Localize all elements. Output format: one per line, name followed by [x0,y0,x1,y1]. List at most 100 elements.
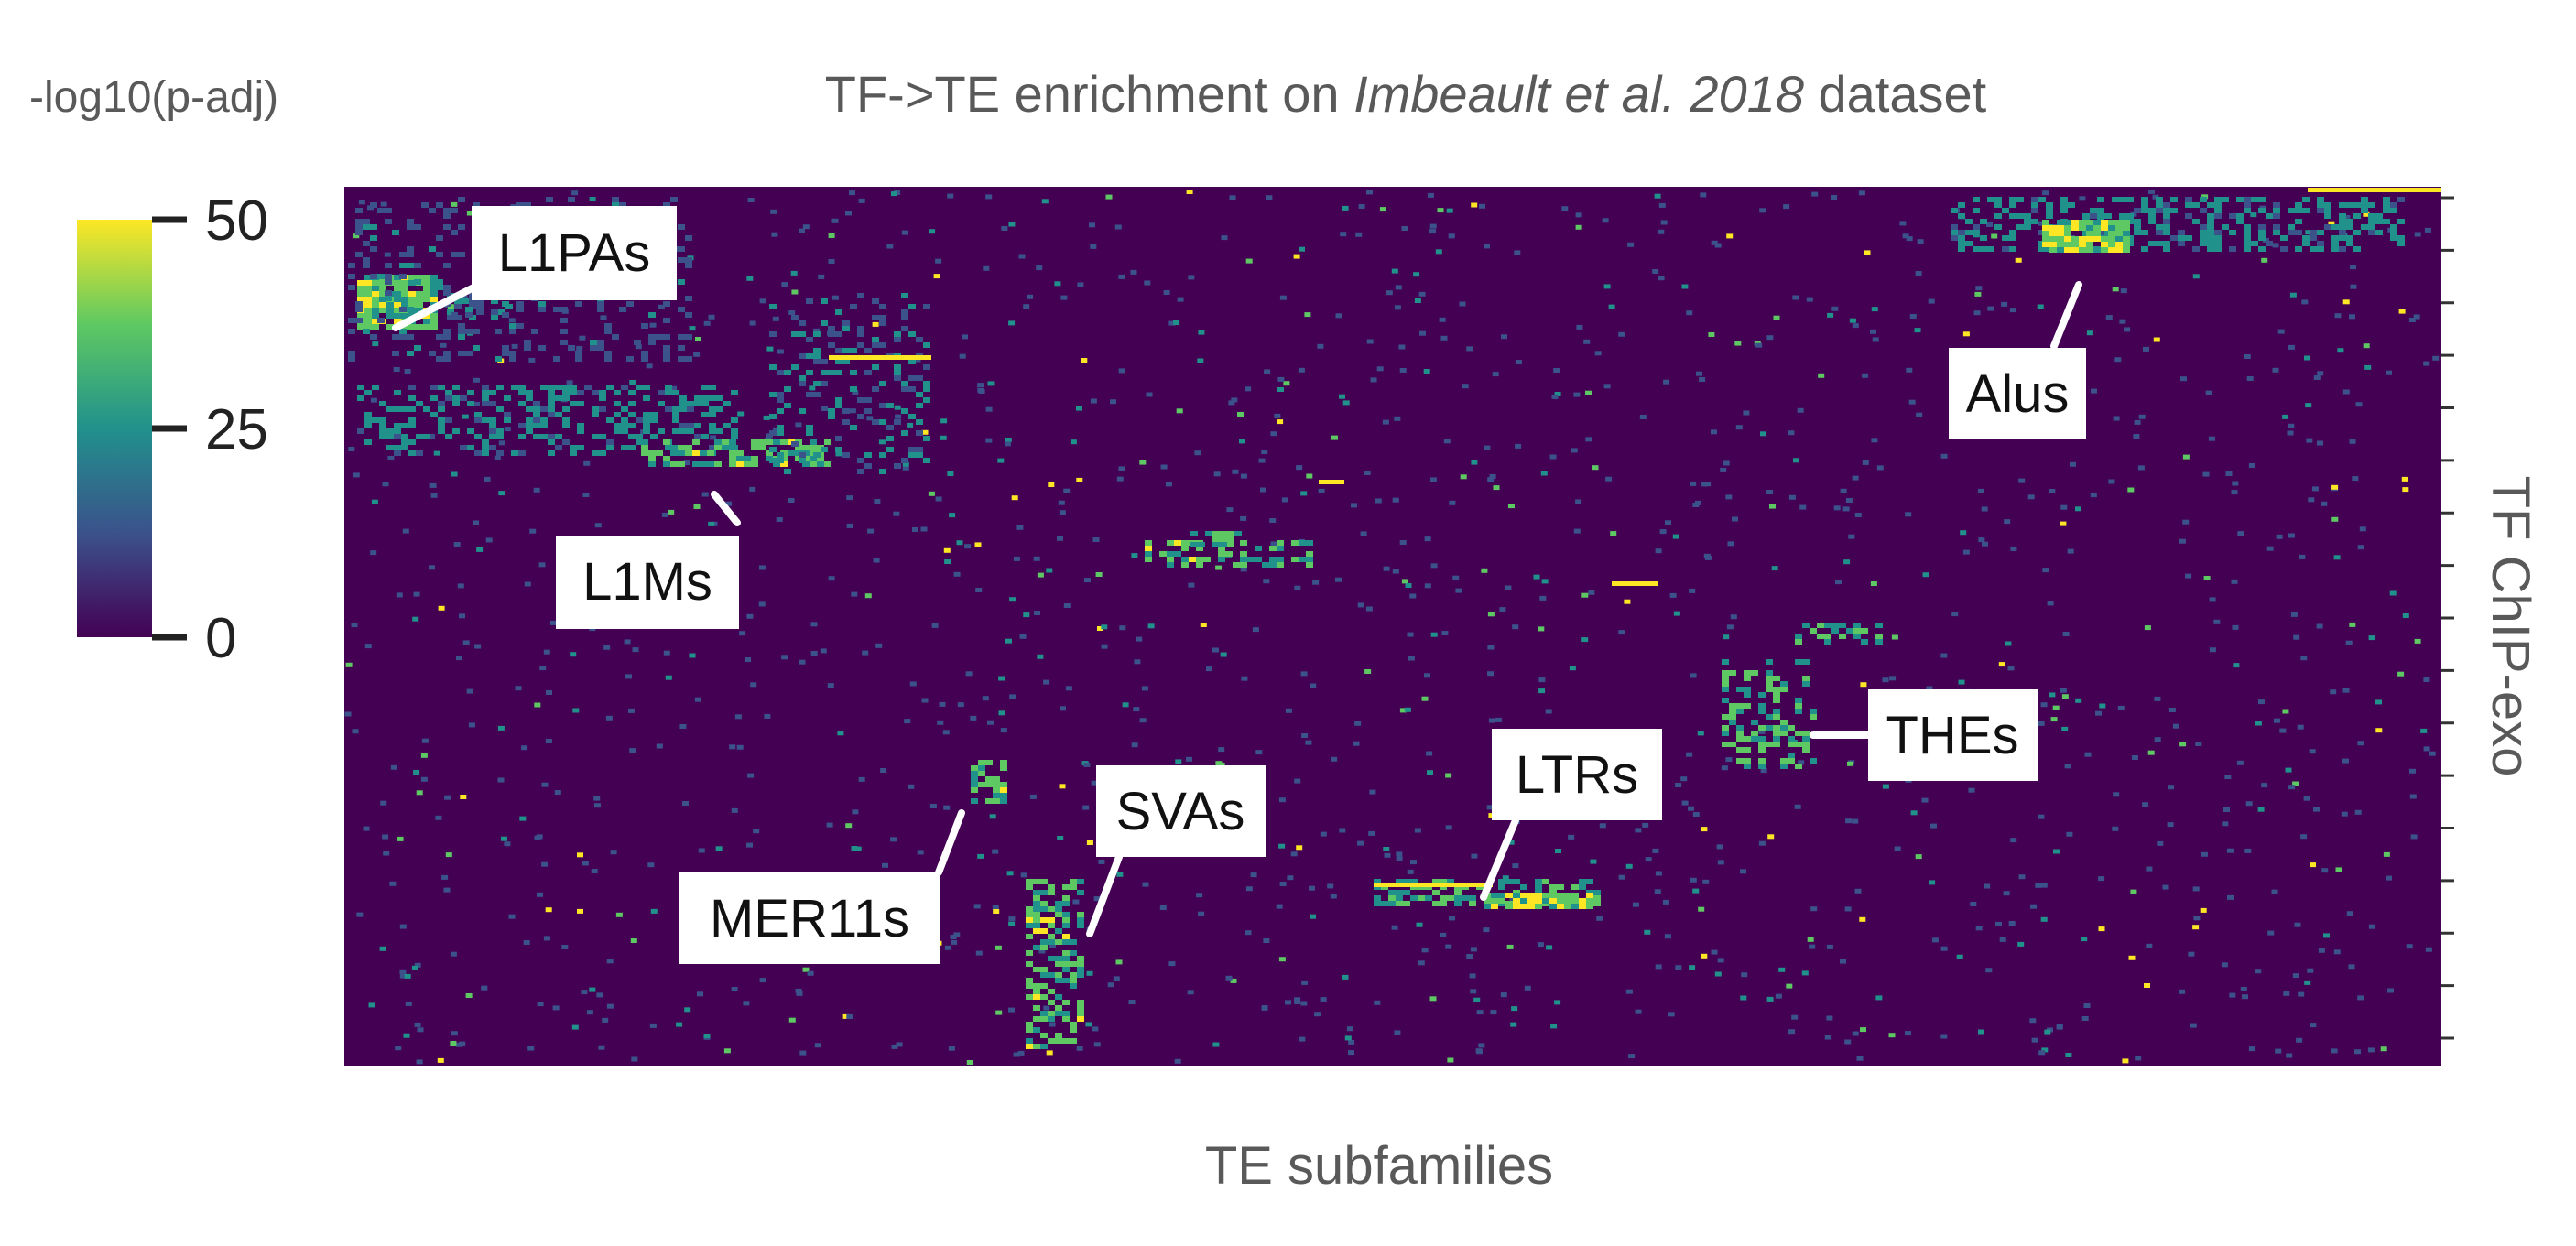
heatmap-block-cell [1026,994,1033,1000]
heatmap-cell [1625,989,1633,994]
heatmap-block-cell [1181,557,1189,562]
heatmap-block-cell [1299,557,1306,562]
heatmap-cell [1115,959,1123,965]
heatmap-cell [2040,883,2048,888]
heatmap-cell [1320,997,1327,1002]
heatmap-block-cell [799,452,806,458]
heatmap-cell [2292,973,2299,979]
heatmap-cell [2099,703,2106,709]
heatmap-cell [684,1007,691,1013]
heatmap-block-cell [722,439,729,445]
heatmap-block-cell [1055,978,1062,983]
heatmap-cell [2342,389,2350,395]
heatmap-block-cell [2009,202,2016,208]
heatmap-block-cell [599,450,606,456]
heatmap-cell [1429,229,1436,234]
heatmap-block-cell [799,320,806,326]
heatmap-cell [731,987,738,991]
heatmap-block-cell [2123,247,2130,253]
heatmap-block-cell [1773,687,1780,692]
heatmap-block-cell [2207,202,2214,208]
heatmap-cell [473,377,480,383]
heatmap-cell [1696,371,1702,376]
heatmap-cell [1277,376,1285,382]
heatmap-cell [1489,474,1496,479]
heatmap-cell [649,1023,657,1028]
heatmap-block-cell [1189,557,1196,562]
heatmap-cell [1692,888,1700,894]
heatmap-cell [1279,295,1287,300]
heatmap-block-cell [777,452,784,458]
heatmap-block-cell [1055,1005,1062,1011]
heatmap-block-cell [2057,231,2064,236]
heatmap-block-cell [1306,551,1313,557]
heatmap-block-cell [436,285,443,290]
heatmap-block-cell [612,202,619,208]
heatmap-block-cell [2390,230,2397,235]
heatmap-block-cell [386,445,394,450]
heatmap-block-cell [408,280,416,286]
heatmap-block-cell [518,385,526,390]
heatmap-cell [1230,978,1237,983]
heatmap-cell [2287,430,2294,436]
heatmap-block-cell [504,417,511,423]
heatmap-cell [383,851,390,856]
heatmap-block-cell [670,461,678,467]
heatmap-block-cell [416,297,423,302]
heatmap-block-cell [430,395,438,401]
heatmap-block-cell [2302,235,2310,241]
heatmap-block-cell [663,301,670,307]
heatmap-block-cell [385,219,392,224]
heatmap-block-cell [2115,242,2123,247]
heatmap-block-cell [1751,670,1758,676]
heatmap-block-cell [714,439,722,445]
heatmap-cell [1188,582,1195,588]
heatmap-block-cell [1077,956,1084,961]
heatmap-cell [1723,634,1730,640]
heatmap-block-cell [443,285,451,290]
heatmap-cell [2005,641,2012,646]
heatmap-block-cell [379,423,386,428]
heatmap-block-cell [641,356,648,362]
heatmap-block-cell [777,458,784,463]
heatmap-cell [1594,351,1602,356]
heatmap-cell [1842,506,1850,512]
heatmap-block-cell [2016,224,2024,230]
heatmap-block-cell [436,202,443,208]
heatmap-cell [2335,867,2342,872]
heatmap-block-cell [985,798,993,804]
heatmap-block-cell [1958,202,1965,208]
heatmap-block-cell [1212,531,1220,536]
heatmap-block-cell [509,351,516,356]
heatmap-cell [1460,474,1467,480]
heatmap-cell [2190,1023,2197,1028]
heatmap-block-cell [462,298,469,304]
heatmap-block-cell [1571,898,1579,904]
heatmap-block-cell [777,430,784,436]
heatmap-cell [635,344,642,350]
heatmap-cell [1418,960,1425,966]
heatmap-block-cell [1564,904,1571,909]
heatmap-block-cell [901,381,908,386]
heatmap-cell [474,644,482,649]
heatmap-cell [1011,495,1018,501]
heatmap-block-cell [1040,994,1048,1000]
heatmap-cell [1391,268,1398,274]
heatmap-block-cell [511,385,518,390]
heatmap-cell [2286,1053,2293,1058]
heatmap-block-cell [614,412,621,417]
heatmap-cell [1419,330,1426,336]
heatmap-block-cell [443,329,451,334]
heatmap-block-cell [1766,659,1773,665]
heatmap-cell [940,435,947,440]
heatmap-cell [2298,991,2305,997]
heatmap-block-cell [894,337,901,342]
heatmap-cell [1930,823,1937,829]
heatmap-block-cell [1299,540,1306,546]
heatmap-block-cell [886,447,894,452]
heatmap-cell [1511,1006,1518,1012]
heatmap-cell [2232,481,2239,486]
heatmap-cell [2038,814,2045,819]
heatmap-cell [589,987,596,992]
heatmap-block-cell [401,297,408,302]
